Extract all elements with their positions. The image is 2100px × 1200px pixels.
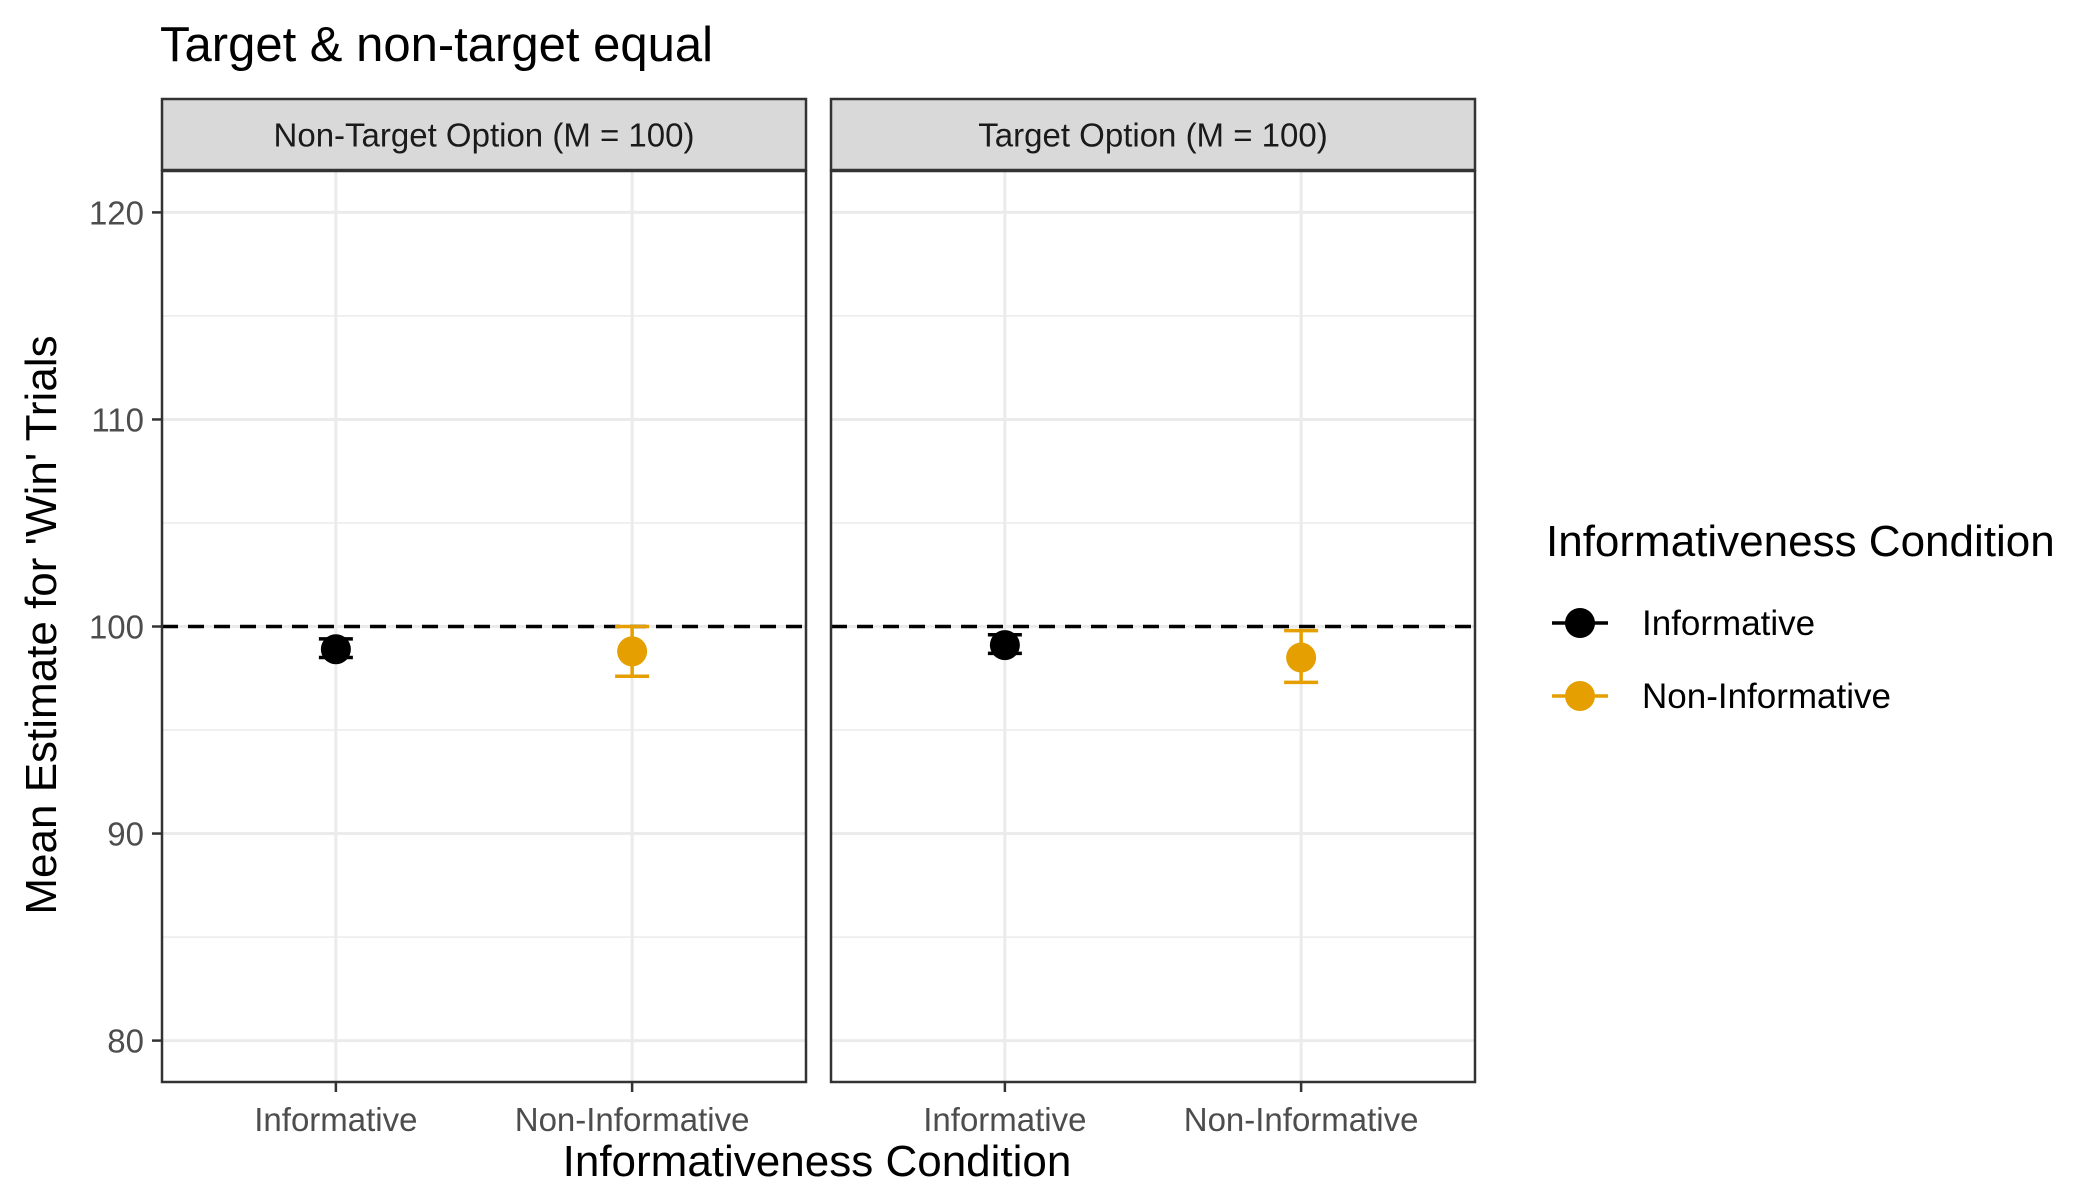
- point-marker: [617, 636, 648, 667]
- point-marker: [1286, 642, 1317, 673]
- legend-item-informative: Informative: [1552, 604, 1815, 643]
- y-tick-label: 120: [89, 194, 144, 231]
- legend-item-non-informative: Non-Informative: [1552, 677, 1891, 716]
- chart-title: Target & non-target equal: [160, 18, 713, 72]
- data-point-non-informative: [1284, 628, 1319, 685]
- legend-title: Informativeness Condition: [1546, 517, 2055, 566]
- legend-key-point: [1565, 608, 1595, 638]
- panels: Non-Target Option (M = 100) Informative No…: [160, 97, 1477, 1138]
- x-tick-label: Informative: [923, 1101, 1086, 1138]
- x-tick-label: Informative: [254, 1101, 417, 1138]
- x-tick-label: Non-Informative: [1184, 1101, 1419, 1138]
- y-tick-label: 80: [107, 1023, 144, 1060]
- data-point-informative: [987, 630, 1022, 661]
- strip-background: [160, 97, 808, 172]
- panel-1: Non-Target Option (M = 100) Informative No…: [160, 97, 808, 1138]
- legend: Informativeness Condition Informative Non…: [1546, 517, 2055, 716]
- data-point-non-informative: [615, 624, 650, 678]
- y-tick-label: 100: [89, 609, 144, 646]
- x-axis-title: Informativeness Condition: [563, 1137, 1072, 1186]
- point-marker: [320, 634, 351, 665]
- legend-label: Non-Informative: [1642, 677, 1891, 716]
- data-point-informative: [318, 634, 353, 665]
- y-tick-label: 110: [91, 401, 144, 438]
- y-axis-title: Mean Estimate for 'Win' Trials: [17, 335, 66, 914]
- strip-background: [829, 97, 1477, 172]
- y-axis: 80 90 100 110 120: [89, 194, 162, 1060]
- legend-key-point: [1565, 681, 1595, 711]
- y-tick-label: 90: [107, 816, 144, 853]
- strip-label: Non-Target Option (M = 100): [274, 117, 695, 154]
- x-tick-label: Non-Informative: [515, 1101, 750, 1138]
- strip-label: Target Option (M = 100): [978, 117, 1327, 154]
- panel-2: Target Option (M = 100) Informative Non-In…: [829, 97, 1477, 1138]
- point-marker: [989, 630, 1020, 661]
- legend-label: Informative: [1642, 604, 1815, 643]
